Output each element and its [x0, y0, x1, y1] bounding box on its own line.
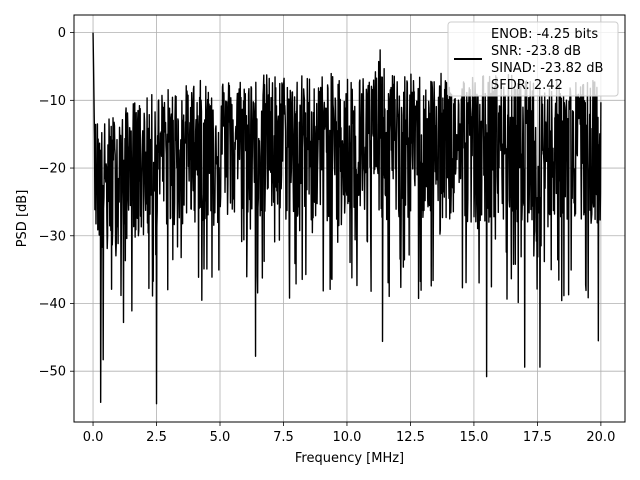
y-tick-label: −50 [39, 365, 66, 380]
legend-sfdr: SFDR: 2.42 [491, 78, 563, 93]
x-tick-label: 5.0 [210, 430, 231, 445]
legend: ENOB: -4.25 bits SNR: -23.8 dB SINAD: -2… [447, 21, 619, 97]
x-axis-label: Frequency [MHz] [295, 451, 404, 466]
x-tick-label: 2.5 [146, 430, 167, 445]
y-tick-label: −30 [39, 229, 66, 244]
x-axis-ticks: 0.0 2.5 5.0 7.5 10.0 12.5 15.0 17.5 20.0 [83, 422, 615, 445]
legend-enob: ENOB: -4.25 bits [491, 27, 598, 42]
x-tick-label: 20.0 [586, 430, 615, 445]
x-tick-label: 10.0 [332, 430, 361, 445]
legend-box [447, 21, 619, 97]
y-axis-ticks: 0 −10 −20 −30 −40 −50 [39, 26, 74, 380]
x-tick-label: 17.5 [523, 430, 552, 445]
y-tick-label: −10 [39, 94, 66, 109]
y-axis-label: PSD [dB] [15, 190, 30, 248]
legend-snr: SNR: -23.8 dB [491, 44, 581, 59]
y-tick-label: 0 [58, 26, 66, 41]
plot-frame [73, 14, 626, 423]
y-tick-label: −40 [39, 297, 66, 312]
psd-line [92, 32, 602, 405]
x-tick-label: 12.5 [396, 430, 425, 445]
psd-series [92, 32, 602, 405]
x-tick-label: 15.0 [459, 430, 488, 445]
legend-sinad: SINAD: -23.82 dB [491, 61, 603, 76]
x-tick-label: 7.5 [273, 430, 294, 445]
y-tick-label: −20 [39, 162, 66, 177]
x-tick-label: 0.0 [83, 430, 104, 445]
